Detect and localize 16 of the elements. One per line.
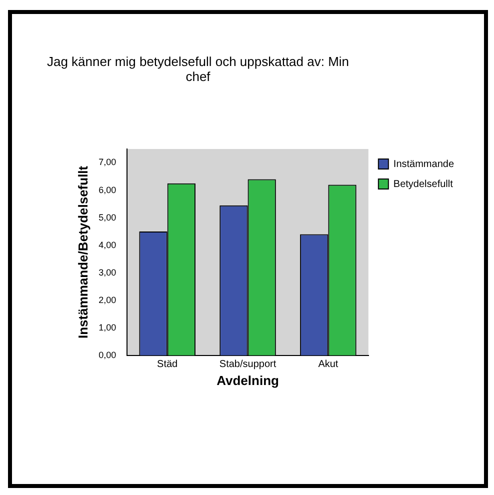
- y-tick-label: 6,00: [98, 184, 116, 195]
- y-tick-label: 7,00: [98, 157, 116, 168]
- chart-title: Jag känner mig betydelsefull och uppskattad av: Min chef: [46, 54, 350, 84]
- x-tick-label: Städ: [157, 359, 178, 370]
- y-axis-title: Instämmande/Betydelsefullt: [75, 165, 90, 339]
- y-tick-label: 4,00: [98, 240, 116, 250]
- y-tick-label: 0,00: [98, 350, 116, 360]
- x-tick-label: Akut: [318, 359, 338, 370]
- legend-label: Betydelsefullt: [393, 178, 454, 190]
- y-tick-label: 5,00: [98, 212, 116, 222]
- y-tick-label: 3,00: [98, 267, 116, 278]
- x-tick-label: Stab/support: [219, 359, 276, 370]
- y-tick-label: 1,00: [98, 322, 116, 332]
- y-tick-label: 2,00: [98, 294, 116, 305]
- legend-label: Instämmande: [393, 158, 454, 170]
- x-axis-title: Avdelning: [216, 372, 279, 388]
